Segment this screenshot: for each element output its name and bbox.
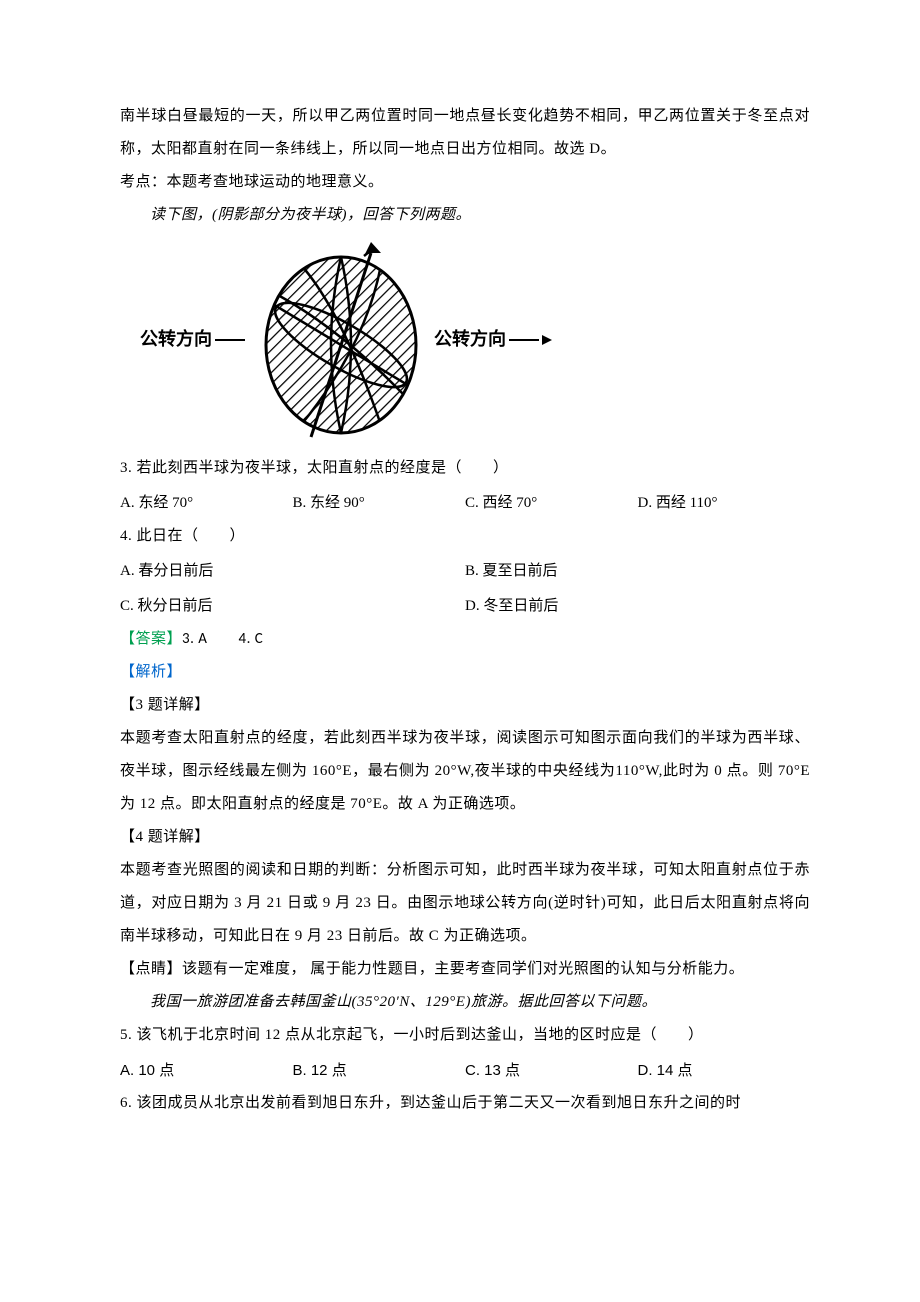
q5-options: A. 10 点 B. 12 点 C. 13 点 D. 14 点 bbox=[120, 1054, 810, 1087]
q3-opt-a: A. 东经 70° bbox=[120, 487, 293, 520]
answer-label: 【答案】 bbox=[120, 631, 182, 647]
q5-opt-d: D. 14 点 bbox=[638, 1054, 811, 1087]
q3-opt-d: D. 西经 110° bbox=[638, 487, 811, 520]
right-arrow-text: 公转方向 bbox=[434, 320, 506, 360]
q3-opt-b: B. 东经 90° bbox=[293, 487, 466, 520]
q4-options-row1: A. 春分日前后 B. 夏至日前后 bbox=[120, 555, 810, 588]
analysis-label: 【解析】 bbox=[120, 656, 810, 689]
q4-detail-head: 【4 题详解】 bbox=[120, 821, 810, 854]
q3-opt-c: C. 西经 70° bbox=[465, 487, 638, 520]
q3-options: A. 东经 70° B. 东经 90° C. 西经 70° D. 西经 110° bbox=[120, 487, 810, 520]
left-arrow-text: 公转方向 bbox=[140, 320, 212, 360]
globe-svg bbox=[256, 240, 426, 440]
q5-stem: 5. 该飞机于北京时间 12 点从北京起飞，一小时后到达釜山，当地的区时应是（ … bbox=[120, 1019, 810, 1052]
arrow-head-right bbox=[542, 335, 552, 345]
tip-line: 【点睛】该题有一定难度， 属于能力性题目，主要考查同学们对光照图的认知与分析能力… bbox=[120, 953, 810, 986]
intro-para-1: 南半球白昼最短的一天，所以甲乙两位置时同一地点昼长变化趋势不相同，甲乙两位置关于… bbox=[120, 100, 810, 166]
q4-opt-b: B. 夏至日前后 bbox=[465, 555, 810, 588]
figure-prompt: 读下图，(阴影部分为夜半球)，回答下列两题。 bbox=[120, 199, 810, 232]
orbit-label-left: 公转方向 bbox=[140, 320, 248, 360]
q4-stem: 4. 此日在（ ） bbox=[120, 520, 810, 553]
q3-stem: 3. 若此刻西半球为夜半球，太阳直射点的经度是（ ） bbox=[120, 452, 810, 485]
q5-opt-b: B. 12 点 bbox=[293, 1054, 466, 1087]
q4-opt-a: A. 春分日前后 bbox=[120, 555, 465, 588]
q5-opt-c: C. 13 点 bbox=[465, 1054, 638, 1087]
q5-opt-a: A. 10 点 bbox=[120, 1054, 293, 1087]
intro-para-2: 考点：本题考查地球运动的地理意义。 bbox=[120, 166, 810, 199]
answer-line: 【答案】3. A 4. C bbox=[120, 623, 810, 656]
scenario2: 我国一旅游团准备去韩国釜山(35°20′N、129°E)旅游。据此回答以下问题。 bbox=[120, 986, 810, 1019]
answer-text: 3. A 4. C bbox=[182, 630, 263, 648]
globe-diagram: 公转方向 公转方向 bbox=[140, 240, 810, 440]
q4-detail-body: 本题考查光照图的阅读和日期的判断：分析图示可知，此时西半球为夜半球，可知太阳直射… bbox=[120, 854, 810, 953]
q4-opt-c: C. 秋分日前后 bbox=[120, 590, 465, 623]
q3-detail-head: 【3 题详解】 bbox=[120, 689, 810, 722]
orbit-label-right: 公转方向 bbox=[434, 320, 552, 360]
arrow-line-right bbox=[509, 339, 539, 341]
q4-opt-d: D. 冬至日前后 bbox=[465, 590, 810, 623]
q4-options-row2: C. 秋分日前后 D. 冬至日前后 bbox=[120, 590, 810, 623]
arrow-line-left bbox=[215, 339, 245, 341]
q3-detail-body: 本题考查太阳直射点的经度，若此刻西半球为夜半球，阅读图示可知图示面向我们的半球为… bbox=[120, 722, 810, 821]
q6-stem: 6. 该团成员从北京出发前看到旭日东升，到达釜山后于第二天又一次看到旭日东升之间… bbox=[120, 1087, 810, 1120]
